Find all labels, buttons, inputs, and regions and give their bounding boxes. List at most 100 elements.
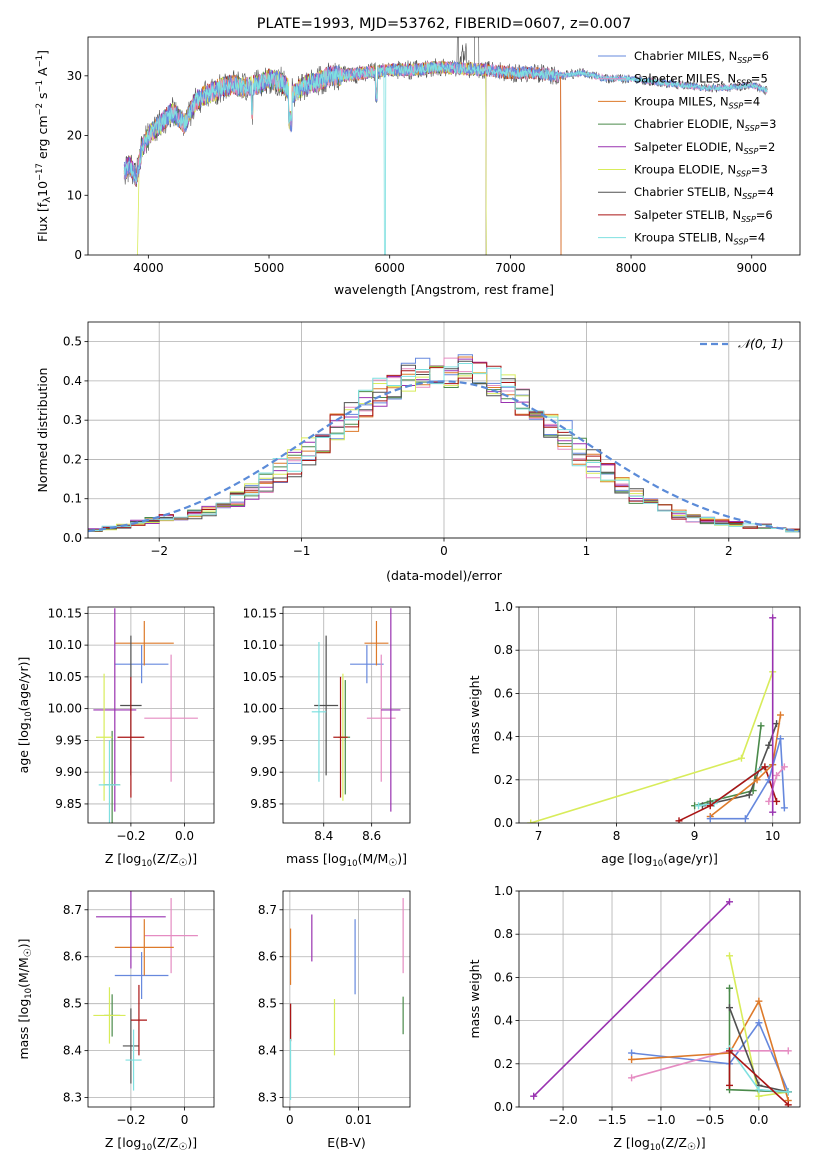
age-vs-z-x-label-part: (Z/Z [152, 851, 178, 866]
y-tick-label: 9.90 [55, 765, 82, 779]
y-tick-label: 9.85 [55, 797, 82, 811]
legend-eq: = [758, 140, 768, 154]
spectrum-panel: 4000 5000 6000 7000 8000 9000 0 10 20 30 [67, 36, 801, 275]
x-tick-label: 7000 [495, 261, 526, 275]
legend-eq: = [751, 163, 761, 177]
y-tick-label: 10.10 [243, 638, 277, 652]
spectrum-y-label-part: A [35, 67, 50, 80]
weight-vs-age-x-label-part: 10 [652, 859, 663, 869]
y-tick-label: 10.00 [243, 702, 277, 716]
legend-entry: Kroupa STELIB, NSSP=4 [634, 231, 765, 247]
hist-lines [88, 354, 800, 533]
normal-curve [88, 380, 800, 533]
x-tick-label: −0.2 [116, 829, 145, 843]
weight-vs-age-x-label-part: (age/yr)] [663, 851, 718, 866]
x-tick-label: 0.0 [175, 829, 194, 843]
y-tick-label: 0.3 [63, 413, 82, 427]
y-tick-label: 30 [67, 69, 82, 83]
x-tick-label: 8000 [616, 261, 647, 275]
spectrum-y-label-part: Flux [f [35, 202, 50, 242]
weight-line [533, 901, 731, 1097]
y-tick-label: 0.8 [494, 927, 513, 941]
error-bars [289, 898, 404, 1100]
spectrum-line [137, 61, 487, 255]
legend-label: Chabrier ELODIE, N [634, 117, 745, 131]
axes-frame [87, 890, 215, 1108]
y-tick-label: 0.6 [494, 970, 513, 984]
mass-vs-z-x-label-part: ☉ [178, 1142, 187, 1153]
weight-lines [530, 898, 792, 1107]
mass-vs-z-y-label-part: )] [16, 938, 31, 948]
legend-entry: Kroupa ELODIE, NSSP=3 [634, 163, 768, 179]
age-vs-mass-panel: 8.4 8.6 9.85 9.90 9.95 10.00 10.05 10.10 10.15 [243, 606, 411, 843]
mass-vs-z-x-label-part: (Z/Z [152, 1135, 178, 1150]
age-vs-z-y-label-part: age [log [16, 722, 31, 773]
weight-line [530, 671, 774, 823]
x-tick-label: −0.2 [116, 1113, 145, 1127]
legend-entry: Salpeter ELODIE, NSSP=2 [634, 140, 775, 156]
age-vs-mass-x-label-part: ☉ [388, 858, 397, 869]
axes-frame [282, 890, 411, 1108]
error-bars [93, 891, 198, 1091]
spectrum-y-label-part: erg cm [35, 115, 50, 163]
legend-count: 4 [767, 185, 774, 199]
legend-label: Chabrier STELIB, N [634, 185, 742, 199]
y-tick-label: 8.7 [63, 903, 82, 917]
spectrum-line [123, 60, 562, 255]
age-vs-z-x-label-part: Z [log [105, 851, 141, 866]
x-tick-label: 0 [181, 1113, 189, 1127]
y-tick-label: 0.0 [63, 531, 82, 545]
y-tick-label: 8.4 [63, 1044, 82, 1058]
y-tick-label: 10 [67, 188, 82, 202]
x-tick-label: 4000 [133, 261, 164, 275]
age-vs-z-x-label: Z [log10(Z/Z☉)] [105, 851, 197, 869]
y-tick-label: 10.05 [243, 670, 277, 684]
y-tick-label: 0.4 [63, 374, 82, 388]
legend-eq: = [756, 208, 766, 222]
legend-entry: Kroupa MILES, NSSP=4 [634, 94, 760, 110]
weight-vs-z-x-label-part: 10 [650, 1143, 661, 1153]
legend-sub: SSP [729, 101, 744, 110]
age-vs-z-y-label-part: 10 [24, 711, 34, 722]
spectrum-y-label-part: −1 [35, 80, 45, 93]
residuals-y-label: Normed distribution [35, 368, 50, 493]
age-vs-mass-x-label-part: mass [log [286, 851, 347, 866]
y-tick-label: 8.7 [258, 903, 277, 917]
x-tick-label: −1.5 [597, 1113, 626, 1127]
axes-frame [87, 606, 215, 824]
y-tick-label: 0.4 [494, 730, 513, 744]
y-tick-label: 8.4 [258, 1044, 277, 1058]
spectrum-x-label: wavelength [Angstrom, rest frame] [334, 282, 554, 297]
spectrum-title: PLATE=1993, MJD=53762, FIBERID=0607, z=0… [257, 16, 631, 32]
legend-entry: Chabrier ELODIE, NSSP=3 [634, 117, 776, 133]
weight-vs-age-y-label: mass weight [467, 675, 482, 754]
y-tick-label: 10.10 [48, 638, 82, 652]
weight-vs-z-x-label-part: ☉ [687, 1142, 696, 1153]
weight-vs-age-panel: 7 8 9 10 0.0 0.2 0.4 0.6 0.8 1.0 [494, 600, 801, 843]
legend-eq: = [743, 94, 753, 108]
residuals-x-label: (data-model)/error [386, 568, 503, 583]
age-vs-z-y-label: age [log10(age/yr)] [16, 657, 34, 774]
legend-label: Kroupa MILES, N [634, 94, 729, 108]
y-tick-label: 8.5 [63, 997, 82, 1011]
y-tick-label: 10.15 [243, 606, 277, 620]
spectrum-y-label-part: −1 [35, 55, 45, 68]
x-tick-label: 9 [691, 829, 699, 843]
y-tick-label: 10.05 [48, 670, 82, 684]
legend-entry: 𝒩(0, 1) [738, 336, 784, 351]
y-tick-label: 0.8 [494, 643, 513, 657]
residuals-panel: −2 −1 0 1 2 0.0 0.1 0.2 0.3 0.4 0.5 [63, 321, 801, 558]
legend-eq: = [751, 72, 761, 86]
legend-count: 3 [769, 117, 776, 131]
weight-vs-age-x-label: age [log10(age/yr)] [601, 851, 718, 869]
age-vs-z-panel: −0.2 0.0 9.85 9.90 9.95 10.00 10.05 10.10 10.15 [48, 606, 215, 843]
y-tick-label: 0.4 [494, 1014, 513, 1028]
weight-vs-z-x-label: Z [log10(Z/Z☉)] [613, 1135, 705, 1153]
y-tick-label: 0.0 [494, 816, 513, 830]
axes-frame [282, 606, 411, 824]
age-vs-mass-x-label: mass [log10(M/M☉)] [286, 851, 407, 869]
legend-sub: SSP [742, 192, 757, 201]
legend-count: 4 [753, 94, 760, 108]
legend-entry: Chabrier STELIB, NSSP=4 [634, 185, 774, 201]
